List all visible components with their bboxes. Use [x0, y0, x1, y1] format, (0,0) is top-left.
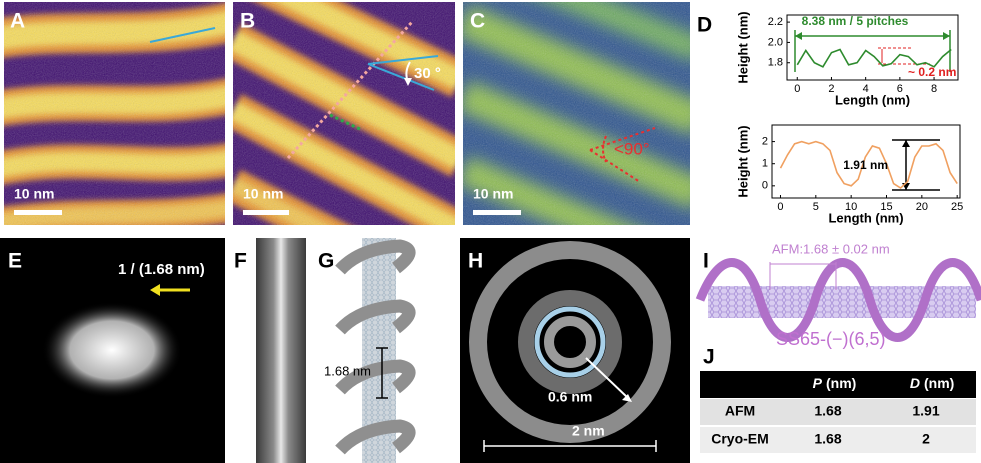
cryo-em-image-f — [256, 238, 306, 463]
panel-label: C — [470, 10, 485, 33]
molecule-name: SS65-(−)(6,5) — [776, 329, 886, 349]
header-symbol: D — [910, 375, 920, 391]
table-cell: 1.68 — [814, 403, 841, 419]
radius-label: 0.6 nm — [548, 389, 592, 405]
table-row-bg — [700, 399, 976, 425]
pitch-label: 1.68 nm — [324, 363, 371, 378]
x-tick-label: 2 — [828, 83, 834, 95]
afm-image-a — [4, 2, 225, 225]
table-cell: 1.91 — [912, 403, 939, 419]
model-h — [460, 238, 690, 463]
y-tick-label: 0 — [762, 180, 768, 192]
row-label: AFM — [725, 403, 755, 419]
fft-image-e — [0, 238, 225, 463]
scale-bar-label: 10 nm — [473, 186, 513, 202]
annotation: 1 / (1.68 nm) — [118, 261, 205, 278]
x-tick-label: 0 — [794, 83, 800, 95]
scale-bar — [473, 210, 521, 215]
data-line — [779, 140, 958, 190]
afm-image-b — [233, 2, 455, 225]
plot-frame — [786, 14, 959, 81]
panel-label: A — [10, 10, 25, 33]
chart-annotations — [794, 30, 951, 191]
x-tick-label: 10 — [845, 201, 857, 213]
panel-label: D — [697, 14, 712, 37]
plot-frame — [771, 124, 961, 199]
y-tick-label: 1.8 — [768, 57, 783, 69]
x-axis-title: Length (nm) — [835, 92, 910, 107]
scale-bar — [14, 210, 62, 215]
panel-label: I — [703, 250, 709, 273]
header-unit: (nm) — [924, 375, 954, 391]
afm-label: AFM:1.68 ± 0.02 nm — [772, 241, 890, 256]
panel-label: F — [234, 250, 247, 273]
y-tick-label: 2 — [762, 135, 768, 147]
model-i — [695, 258, 981, 342]
x-tick-label: 20 — [916, 201, 928, 213]
x-tick-label: 25 — [951, 201, 963, 213]
table-cell: 2 — [922, 431, 930, 447]
y-tick-label: 1 — [762, 158, 768, 170]
table-cell: 1.68 — [814, 431, 841, 447]
x-tick-label: 5 — [813, 201, 819, 213]
panel-label: B — [240, 10, 255, 33]
model-g — [335, 238, 416, 463]
x-tick-label: 15 — [880, 201, 892, 213]
panel-label: J — [703, 346, 715, 369]
row-label: Cryo-EM — [711, 431, 769, 447]
x-tick-label: 6 — [897, 83, 903, 95]
x-axis-title: Length (nm) — [828, 210, 903, 225]
phase-image-c — [463, 2, 690, 225]
y-axis-title: Height (nm) — [735, 125, 750, 197]
table-row-bg — [700, 427, 976, 453]
angle-label: 30 ° — [414, 65, 441, 82]
panel-label: G — [318, 250, 334, 273]
table-header-bg — [700, 371, 976, 398]
panel-label: H — [468, 250, 483, 273]
x-tick-label: 4 — [863, 83, 869, 95]
header-symbol: P — [813, 375, 823, 391]
scale-bar — [243, 210, 289, 215]
annotation: 8.38 nm / 5 pitches — [802, 14, 909, 28]
annotation: 1.91 nm — [843, 158, 888, 172]
scale-bar-label: 10 nm — [243, 186, 283, 202]
y-tick-label: 2.0 — [768, 36, 783, 48]
x-tick-label: 0 — [777, 201, 783, 213]
annotation: ~ 0.2 nm — [908, 65, 956, 79]
data-line — [796, 48, 952, 68]
panel-label: E — [8, 250, 22, 273]
x-tick-label: 8 — [931, 83, 937, 95]
angle-label: <90° — [614, 139, 650, 158]
header-unit: (nm) — [826, 375, 856, 391]
scale-bar-label: 10 nm — [14, 186, 54, 202]
diameter-label: 2 nm — [572, 423, 605, 439]
y-tick-label: 2.2 — [768, 16, 783, 28]
y-axis-title: Height (nm) — [735, 11, 750, 83]
